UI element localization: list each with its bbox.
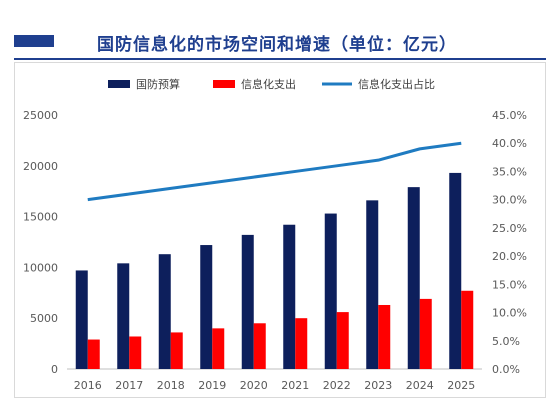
legend-it-spending-label: 信息化支出 bbox=[241, 77, 296, 91]
budget-bar bbox=[200, 245, 213, 369]
x-axis-tick-label: 2016 bbox=[74, 379, 102, 392]
right-axis-tick-label: 40.0% bbox=[492, 137, 527, 150]
chart-frame bbox=[14, 62, 546, 398]
x-axis-tick-label: 2025 bbox=[447, 379, 475, 392]
left-axis-tick-label: 15000 bbox=[23, 211, 58, 224]
x-axis-tick-label: 2018 bbox=[157, 379, 185, 392]
it-spending-bar bbox=[212, 328, 225, 369]
budget-bar bbox=[75, 270, 88, 369]
x-axis-tick-label: 2022 bbox=[323, 379, 351, 392]
right-axis-tick-label: 25.0% bbox=[492, 222, 527, 235]
it-spending-bar bbox=[461, 290, 474, 369]
x-axis-tick-label: 2020 bbox=[240, 379, 268, 392]
page-title: 国防信息化的市场空间和增速（单位：亿元） bbox=[97, 35, 457, 55]
legend-it-spending-swatch bbox=[213, 80, 235, 88]
x-axis-tick-label: 2023 bbox=[364, 379, 392, 392]
budget-bar bbox=[324, 213, 337, 369]
right-axis-tick-label: 10.0% bbox=[492, 307, 527, 320]
title-underline bbox=[14, 58, 546, 60]
left-axis-tick-label: 20000 bbox=[23, 160, 58, 173]
right-axis-tick-label: 35.0% bbox=[492, 165, 527, 178]
it-spending-bar bbox=[378, 304, 391, 369]
budget-bar bbox=[449, 172, 462, 369]
it-spending-bar bbox=[87, 339, 100, 369]
x-axis-tick-label: 2019 bbox=[198, 379, 226, 392]
x-axis-tick-label: 2024 bbox=[406, 379, 434, 392]
left-axis-tick-label: 10000 bbox=[23, 261, 58, 274]
left-axis-tick-label: 0 bbox=[51, 363, 58, 376]
right-axis-tick-label: 45.0% bbox=[492, 109, 527, 122]
right-axis-tick-label: 20.0% bbox=[492, 250, 527, 263]
legend-budget-label: 国防预算 bbox=[136, 77, 180, 91]
right-axis-tick-label: 5.0% bbox=[492, 335, 520, 348]
it-spending-bar bbox=[336, 312, 349, 369]
title-accent-bar bbox=[14, 35, 54, 47]
it-spending-bar bbox=[295, 318, 308, 369]
legend-ratio-label: 信息化支出占比 bbox=[358, 77, 435, 91]
left-axis-tick-label: 5000 bbox=[30, 312, 58, 325]
x-axis-tick-label: 2017 bbox=[115, 379, 143, 392]
right-axis-tick-label: 30.0% bbox=[492, 194, 527, 207]
budget-bar bbox=[158, 254, 171, 369]
ratio-line bbox=[87, 141, 462, 202]
budget-bar bbox=[117, 263, 130, 369]
budget-bar bbox=[366, 200, 379, 369]
budget-bar bbox=[283, 224, 296, 369]
budget-bar bbox=[241, 234, 254, 369]
legend-budget-swatch bbox=[108, 80, 130, 88]
it-spending-bar bbox=[170, 332, 183, 369]
it-spending-bar bbox=[129, 336, 142, 369]
x-axis-tick-label: 2021 bbox=[281, 379, 309, 392]
budget-bar bbox=[407, 187, 420, 369]
it-spending-bar bbox=[253, 323, 266, 369]
left-axis-tick-label: 25000 bbox=[23, 109, 58, 122]
it-spending-bar bbox=[419, 298, 432, 369]
right-axis-tick-label: 15.0% bbox=[492, 278, 527, 291]
right-axis-tick-label: 0.0% bbox=[492, 363, 520, 376]
